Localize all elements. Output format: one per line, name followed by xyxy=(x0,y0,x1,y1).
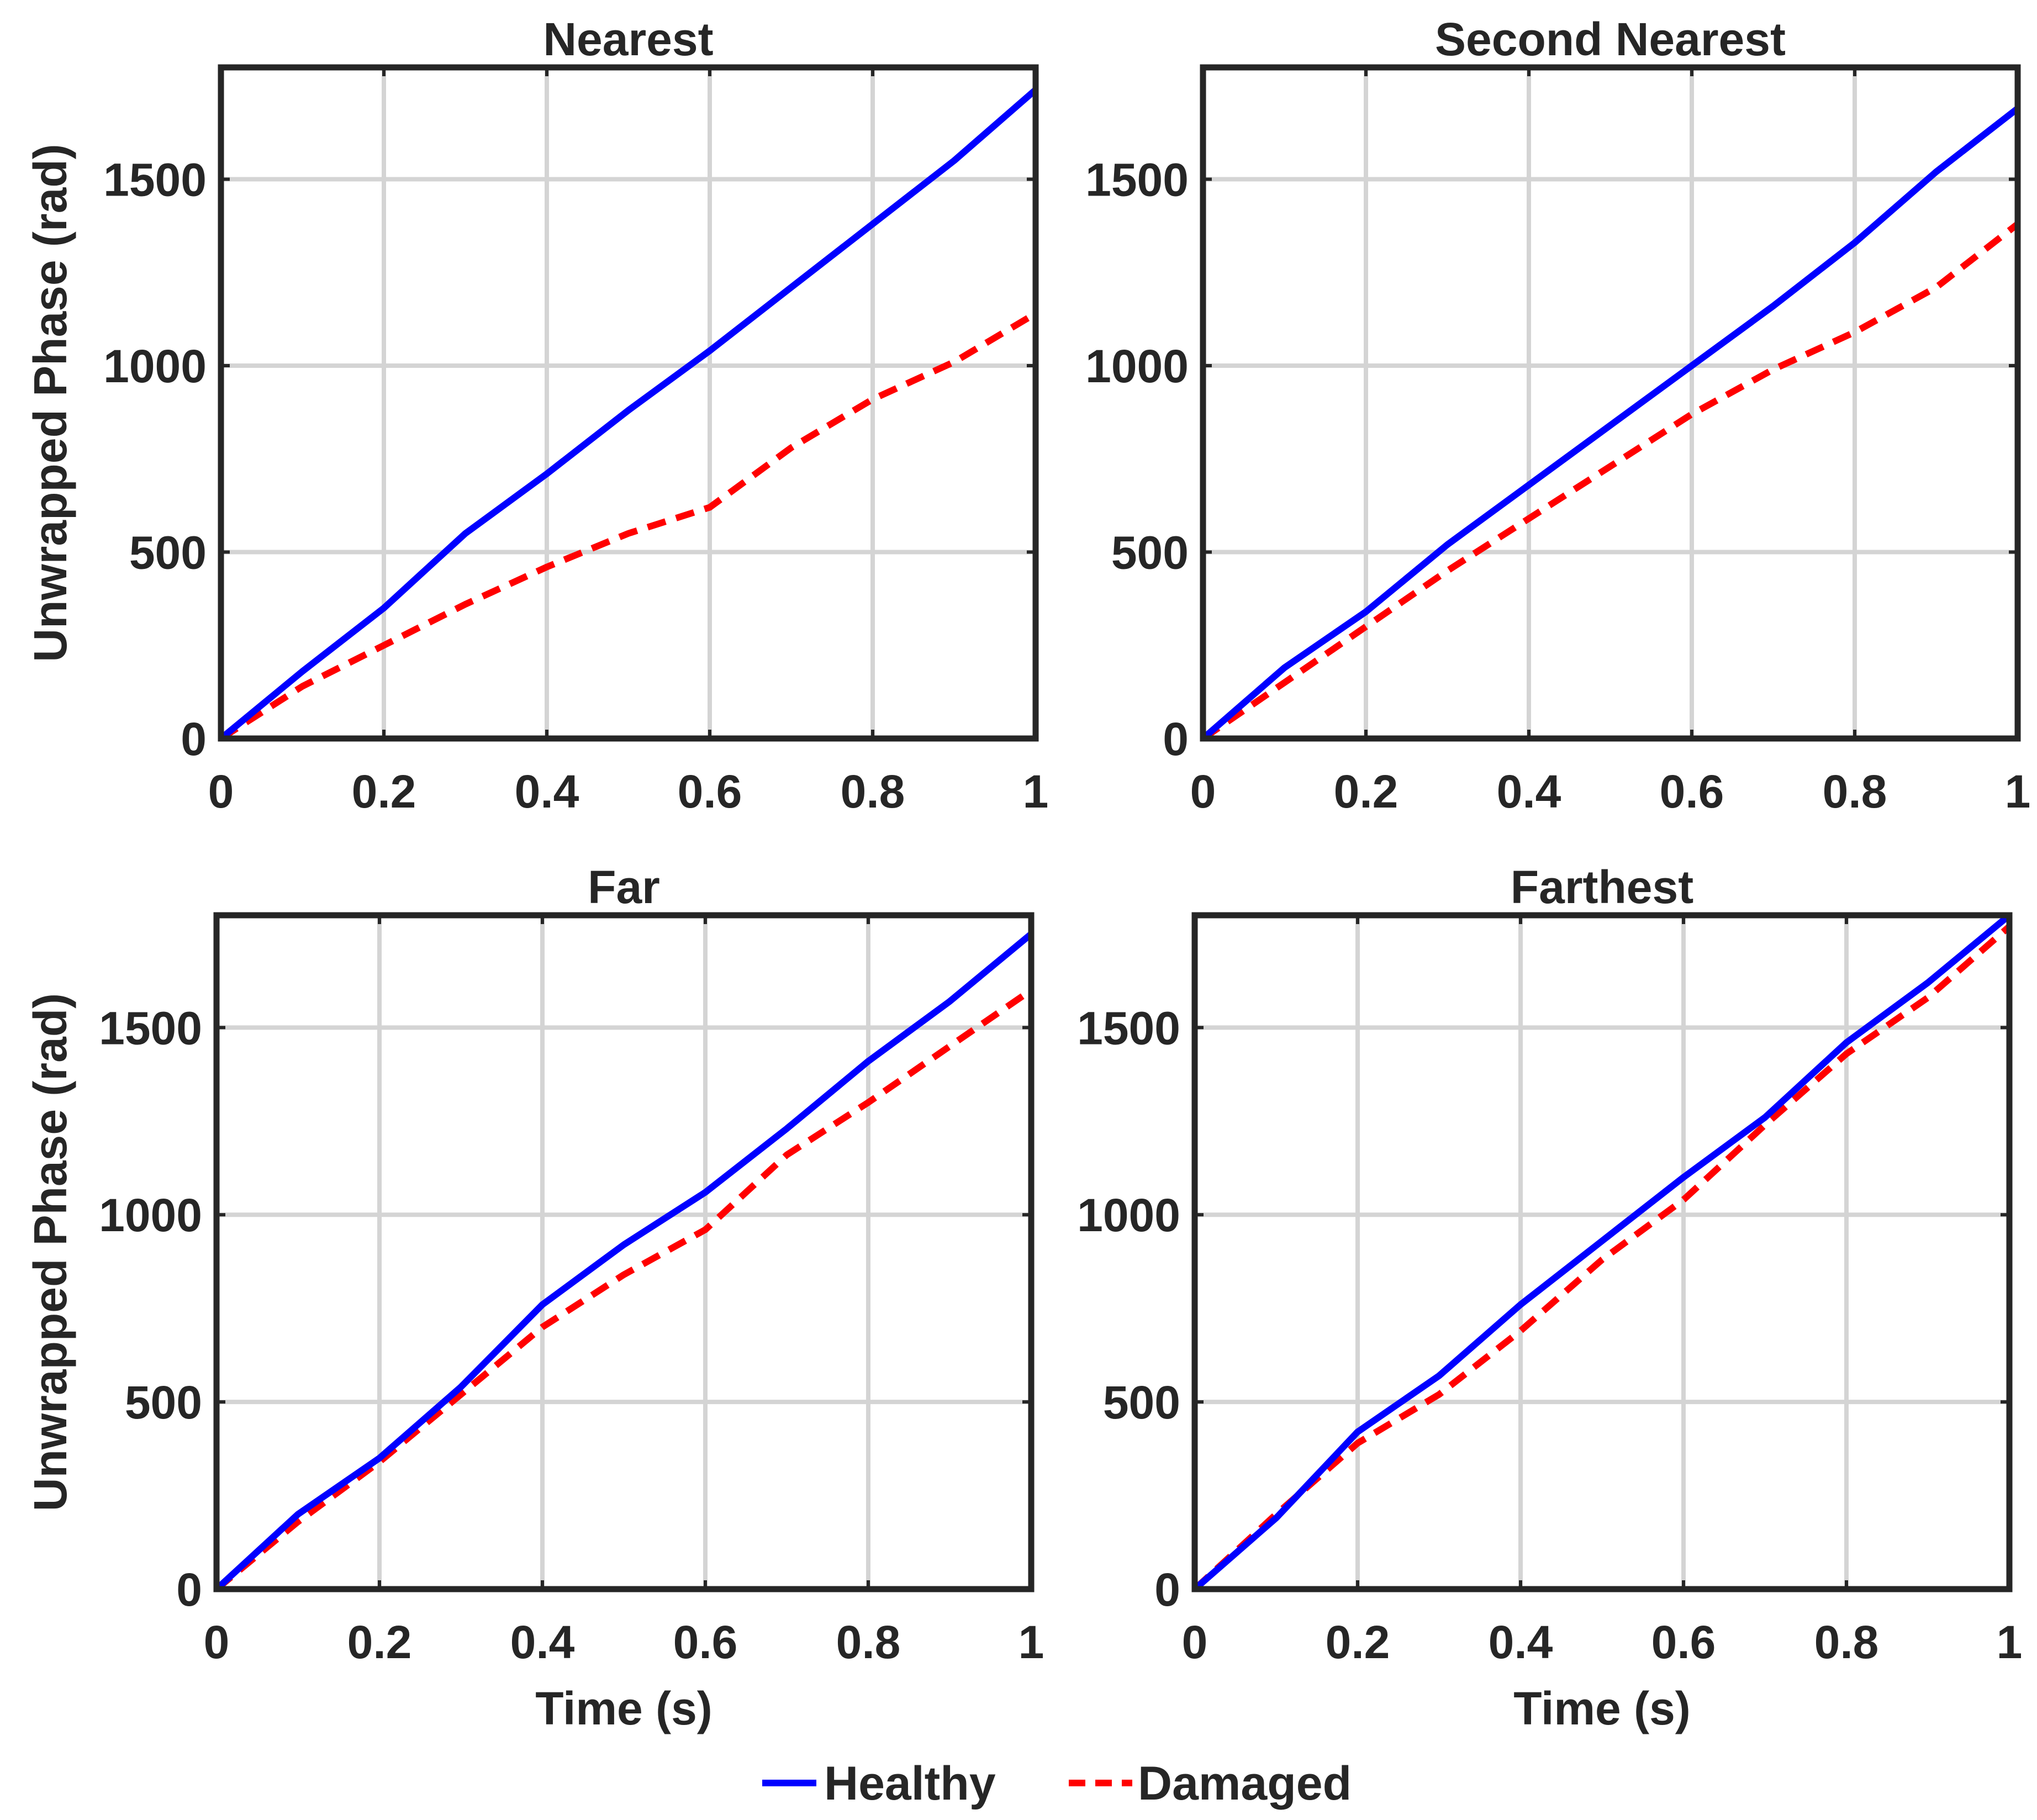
axes-box xyxy=(213,912,1035,1592)
subplot-title: Second Nearest xyxy=(1435,13,1786,65)
y-tick-label: 0 xyxy=(1154,1564,1180,1616)
damaged-line xyxy=(1192,924,2012,1592)
x-tick-label: 0.6 xyxy=(1651,1616,1716,1668)
x-tick-label: 0.4 xyxy=(515,766,579,817)
x-tick-label: 0 xyxy=(204,1616,230,1668)
x-axis-label: Time (s) xyxy=(1513,1682,1691,1734)
y-tick-label: 1000 xyxy=(1077,1189,1180,1241)
x-tick-label: 0.4 xyxy=(1489,1616,1553,1668)
x-tick-label: 0.2 xyxy=(1334,766,1399,817)
y-tick-label: 1000 xyxy=(103,340,207,392)
subplot-second-nearest: 0 0.2 0.4 0.6 0.8 1 0 500 1000 1500 Second Nearest xyxy=(1085,13,2030,817)
axes-box xyxy=(1191,912,2013,1592)
subplot-title: Far xyxy=(588,861,660,913)
axes-box xyxy=(218,64,1039,742)
y-tick-label: 0 xyxy=(176,1564,202,1616)
x-tick-label: 0.6 xyxy=(678,766,742,817)
y-tick-label: 1000 xyxy=(1085,340,1189,392)
subplot-farthest: 0 0.2 0.4 0.6 0.8 1 0 500 1000 1500 Farthest Time (… xyxy=(1077,861,2022,1734)
x-tick-label: 1 xyxy=(2005,766,2031,817)
subplot-nearest: 0 0.2 0.4 0.6 0.8 1 0 500 1000 1500 Nearest Unwrapp… xyxy=(24,13,1048,817)
x-tick-label: 1 xyxy=(1023,766,1049,817)
healthy-line xyxy=(219,87,1038,741)
x-tick-label: 0.6 xyxy=(1660,766,1724,817)
healthy-line xyxy=(1201,105,2020,741)
x-tick-label: 0.8 xyxy=(1823,766,1887,817)
x-tick-label: 0 xyxy=(1182,1616,1208,1668)
y-tick-label: 0 xyxy=(1163,713,1189,765)
y-tick-label: 1500 xyxy=(1077,1002,1180,1054)
damaged-line xyxy=(1201,221,2020,741)
x-tick-label: 0.2 xyxy=(347,1616,412,1668)
y-tick-label: 0 xyxy=(181,713,207,765)
healthy-line xyxy=(214,931,1033,1592)
subplot-far: 0 0.2 0.4 0.6 0.8 1 0 500 1000 1500 Far Time (s) Unw… xyxy=(24,861,1044,1734)
subplot-title: Farthest xyxy=(1511,861,1693,913)
damaged-line xyxy=(219,310,1038,742)
x-tick-label: 0.4 xyxy=(1497,766,1561,817)
y-tick-label: 1500 xyxy=(99,1002,202,1054)
legend-damaged-label: Damaged xyxy=(1138,1757,1352,1810)
y-tick-label: 1500 xyxy=(1085,154,1189,206)
y-tick-label: 500 xyxy=(1111,527,1189,579)
x-tick-label: 0.2 xyxy=(352,766,416,817)
axes-box xyxy=(1200,64,2021,742)
y-tick-label: 500 xyxy=(129,527,207,579)
x-axis-label: Time (s) xyxy=(535,1682,713,1734)
x-tick-label: 0.4 xyxy=(510,1616,575,1668)
y-tick-label: 1500 xyxy=(103,154,207,206)
x-tick-label: 0 xyxy=(1190,766,1216,817)
y-axis-label: Unwrapped Phase (rad) xyxy=(24,993,76,1511)
y-tick-label: 1000 xyxy=(99,1189,202,1241)
x-tick-label: 0.8 xyxy=(841,766,905,817)
x-tick-label: 1 xyxy=(1018,1616,1044,1668)
x-tick-label: 0.8 xyxy=(1814,1616,1879,1668)
y-axis-label: Unwrapped Phase (rad) xyxy=(24,144,76,662)
x-tick-label: 0.6 xyxy=(673,1616,738,1668)
damaged-line xyxy=(214,987,1033,1592)
x-tick-label: 0.8 xyxy=(836,1616,901,1668)
subplot-title: Nearest xyxy=(543,13,713,65)
legend-healthy-label: Healthy xyxy=(824,1757,996,1810)
healthy-line xyxy=(1192,912,2012,1592)
y-tick-label: 500 xyxy=(1103,1376,1180,1428)
x-tick-label: 0 xyxy=(208,766,234,817)
y-tick-label: 500 xyxy=(125,1376,202,1428)
legend: Healthy Damaged xyxy=(762,1757,1352,1810)
x-tick-label: 1 xyxy=(1997,1616,2023,1668)
x-tick-label: 0.2 xyxy=(1326,1616,1390,1668)
